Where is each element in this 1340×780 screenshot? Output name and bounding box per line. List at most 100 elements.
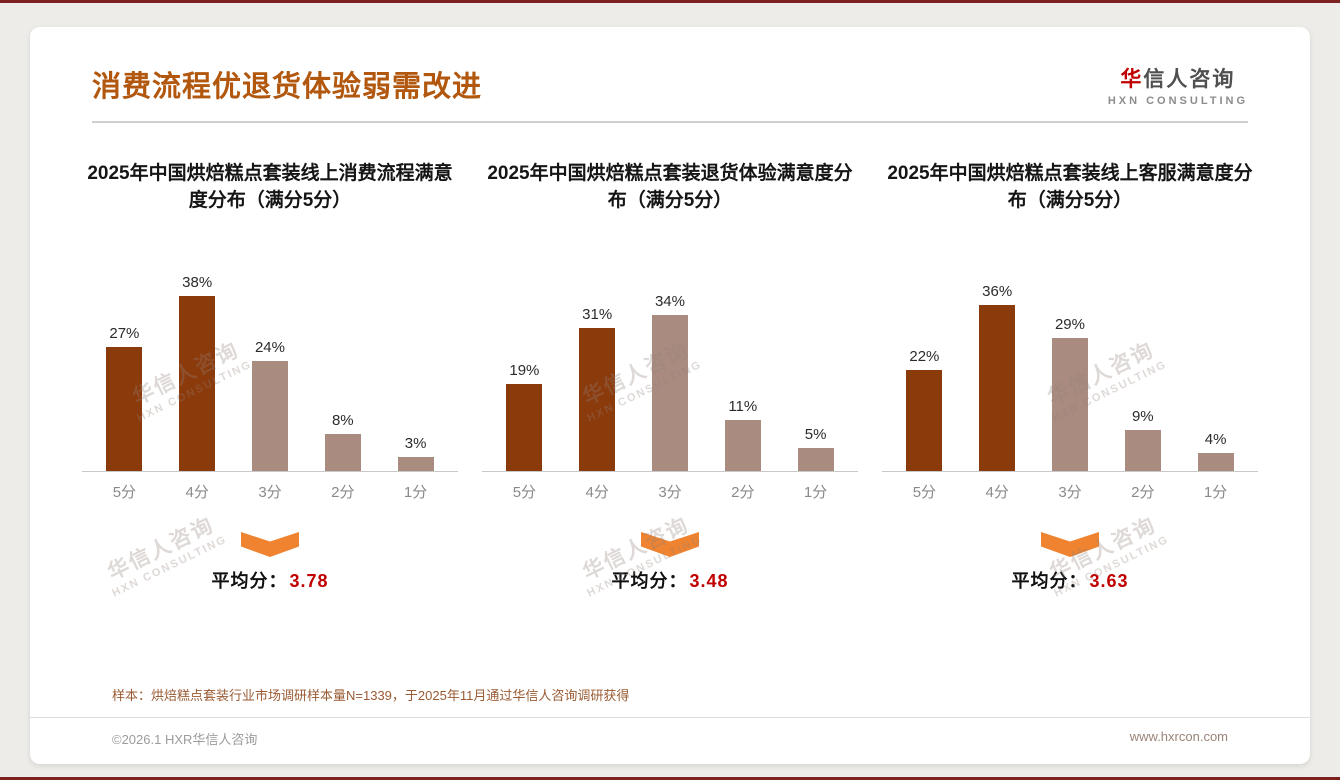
x-axis: 5分 4分 3分 2分 1分 [82, 471, 458, 502]
chart-2: 2025年中国烘焙糕点套装退货体验满意度分布（满分5分） 19% 31% 34% 11%… [470, 161, 870, 593]
logo-name-rest: 信人咨询 [1143, 68, 1236, 91]
x-axis-label: 1分 [1203, 484, 1228, 501]
header: 消费流程优退货体验弱需改进 华信人咨询 HXN CONSULTING [30, 27, 1310, 107]
bars-area: 27% 38% 24% 8% 3% [82, 259, 458, 471]
bar-column: 31% [574, 306, 620, 471]
bar [251, 361, 288, 471]
bar-value-label: 3% [404, 435, 427, 452]
chart-title: 2025年中国烘焙糕点套装线上消费流程满意度分布（满分5分） [87, 163, 453, 211]
x-axis-label: 1分 [403, 484, 428, 501]
average-label: 平均分： [611, 571, 688, 591]
bar-plot: 27% 38% 24% 8% 3% 5分 4分 3分 2分 1分 [82, 259, 458, 502]
bar-column: 24% [247, 339, 293, 471]
bar [1051, 338, 1088, 471]
x-axis-label: 2分 [731, 484, 755, 501]
bar [106, 347, 143, 471]
bar [651, 315, 688, 471]
bar-column: 5% [793, 426, 839, 471]
bar [506, 384, 543, 471]
x-axis-label: 2分 [1131, 484, 1155, 501]
website-link[interactable]: www.hxrcon.com [1129, 729, 1228, 744]
average-label: 平均分： [211, 571, 288, 591]
bar [1197, 453, 1234, 471]
bar-value-label: 36% [982, 283, 1013, 300]
bottom-border-strip [0, 777, 1340, 780]
average-score: 平均分： 3.48 [482, 567, 858, 593]
chart-title: 2025年中国烘焙糕点套装线上客服满意度分布（满分5分） [887, 163, 1253, 211]
bar [324, 434, 361, 471]
average-score: 平均分： 3.78 [82, 567, 458, 593]
bar [979, 305, 1016, 471]
slide-card: 消费流程优退货体验弱需改进 华信人咨询 HXN CONSULTING 2025年… [30, 27, 1310, 764]
footer: ©2026.1 HXR华信人咨询 www.hxrcon.com [112, 729, 1228, 748]
bar [397, 457, 434, 471]
bar-column: 8% [320, 412, 366, 471]
top-border-strip [0, 0, 1340, 3]
bar-value-label: 11% [728, 398, 758, 415]
down-arrow-icon [241, 532, 299, 557]
average-score: 平均分： 3.63 [882, 567, 1258, 593]
average-label: 平均分： [1011, 571, 1088, 591]
down-arrow-icon [1041, 532, 1099, 557]
bar-value-label: 22% [909, 348, 940, 365]
bar-plot: 19% 31% 34% 11% 5% 5分 4分 3分 2分 1分 [482, 259, 858, 502]
copyright-text: ©2026.1 HXR华信人咨询 [112, 732, 258, 747]
footnote: 样本：烘焙糕点套装行业市场调研样本量N=1339，于2025年11月通过华信人咨… [112, 688, 630, 703]
bar-column: 34% [647, 293, 693, 471]
chart-3: 2025年中国烘焙糕点套装线上客服满意度分布（满分5分） 22% 36% 29% 9% 4… [870, 161, 1270, 593]
charts-row: 2025年中国烘焙糕点套装线上消费流程满意度分布（满分5分） 27% 38% 24% 8… [30, 123, 1310, 593]
down-arrow-icon [641, 532, 699, 557]
bars-area: 19% 31% 34% 11% 5% [482, 259, 858, 471]
bar-column: 27% [101, 325, 147, 471]
bar-column: 11% [720, 398, 766, 471]
bar-column: 22% [901, 348, 947, 471]
bar-value-label: 24% [254, 339, 285, 356]
bar-column: 3% [393, 435, 439, 471]
x-axis-label: 5分 [512, 484, 537, 501]
x-axis-label: 4分 [185, 484, 209, 501]
bar [579, 328, 616, 471]
chart-1: 2025年中国烘焙糕点套装线上消费流程满意度分布（满分5分） 27% 38% 24% 8… [70, 161, 470, 593]
bar-value-label: 34% [654, 293, 685, 310]
x-axis: 5分 4分 3分 2分 1分 [482, 471, 858, 502]
footer-divider [30, 717, 1310, 718]
bar [179, 296, 216, 471]
bar-value-label: 38% [182, 274, 213, 291]
bar-value-label: 9% [1131, 408, 1154, 425]
bar [797, 448, 834, 471]
logo-name: 华信人咨询 [1108, 63, 1248, 93]
average-value: 3.78 [289, 571, 329, 591]
bar-column: 29% [1047, 316, 1093, 471]
bar-value-label: 19% [509, 362, 540, 379]
x-axis-label: 1分 [803, 484, 828, 501]
bar-value-label: 4% [1204, 431, 1227, 448]
x-axis-label: 5分 [112, 484, 137, 501]
logo: 华信人咨询 HXN CONSULTING [1108, 63, 1248, 107]
x-axis-label: 2分 [331, 484, 355, 501]
header-divider [92, 121, 1248, 123]
logo-subtitle: HXN CONSULTING [1107, 95, 1248, 107]
logo-mark: 华 [1120, 68, 1144, 91]
x-axis: 5分 4分 3分 2分 1分 [882, 471, 1258, 502]
page-title: 消费流程优退货体验弱需改进 [92, 71, 483, 103]
bar-value-label: 31% [582, 306, 613, 323]
bar [724, 420, 761, 471]
average-value: 3.48 [689, 571, 729, 591]
x-axis-label: 4分 [985, 484, 1009, 501]
x-axis-label: 3分 [1058, 484, 1082, 501]
x-axis-label: 4分 [585, 484, 609, 501]
bar [1124, 430, 1161, 471]
bar-column: 19% [501, 362, 547, 471]
bar-value-label: 27% [109, 325, 140, 342]
bar-value-label: 5% [804, 426, 827, 443]
bars-area: 22% 36% 29% 9% 4% [882, 259, 1258, 471]
bar-value-label: 8% [331, 412, 354, 429]
average-value: 3.63 [1089, 571, 1129, 591]
x-axis-label: 3分 [658, 484, 682, 501]
bar [906, 370, 943, 471]
bar-column: 38% [174, 274, 220, 471]
bar-column: 4% [1193, 431, 1239, 471]
bar-value-label: 29% [1054, 316, 1085, 333]
chart-title: 2025年中国烘焙糕点套装退货体验满意度分布（满分5分） [487, 163, 853, 211]
x-axis-label: 5分 [912, 484, 937, 501]
